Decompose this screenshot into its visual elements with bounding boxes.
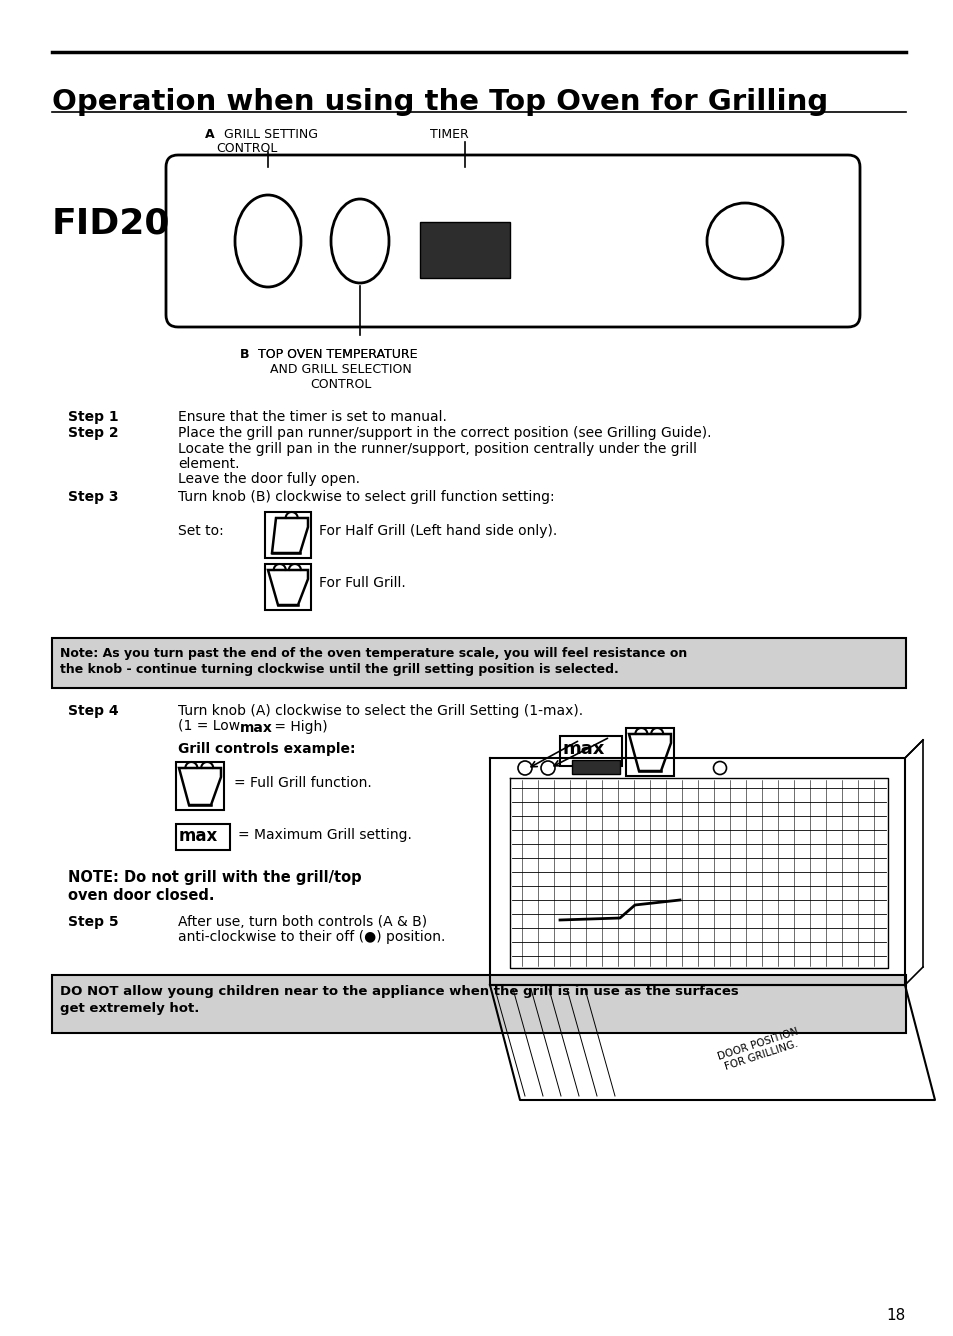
- Text: Grill controls example:: Grill controls example:: [178, 741, 355, 756]
- Text: (1 = Low,: (1 = Low,: [178, 720, 253, 733]
- Text: = Maximum Grill setting.: = Maximum Grill setting.: [237, 828, 412, 842]
- Text: TOP OVEN TEMPERATURE: TOP OVEN TEMPERATURE: [250, 347, 417, 361]
- Text: Step 2: Step 2: [68, 426, 118, 440]
- Text: After use, turn both controls (A & B): After use, turn both controls (A & B): [178, 915, 427, 929]
- Text: Leave the door fully open.: Leave the door fully open.: [178, 473, 359, 486]
- Text: element.: element.: [178, 457, 239, 472]
- Text: Operation when using the Top Oven for Grilling: Operation when using the Top Oven for Gr…: [52, 88, 827, 116]
- Polygon shape: [272, 518, 308, 553]
- Text: = High): = High): [270, 720, 327, 735]
- Bar: [625, 728, 673, 776]
- Text: FID20: FID20: [52, 207, 171, 240]
- Bar: [419, 222, 510, 278]
- Text: get extremely hot.: get extremely hot.: [60, 1002, 199, 1015]
- Text: TOP OVEN TEMPERATURE: TOP OVEN TEMPERATURE: [250, 347, 417, 361]
- Bar: [265, 512, 311, 558]
- Polygon shape: [268, 570, 308, 605]
- Text: Set to:: Set to:: [178, 524, 224, 538]
- Text: the knob - continue turning clockwise until the grill setting position is select: the knob - continue turning clockwise un…: [60, 663, 618, 676]
- Text: Place the grill pan runner/support in the correct position (see Grilling Guide).: Place the grill pan runner/support in th…: [178, 426, 711, 440]
- Bar: [559, 736, 621, 766]
- Text: DO NOT allow young children near to the appliance when the grill is in use as th: DO NOT allow young children near to the …: [60, 985, 738, 998]
- Ellipse shape: [234, 195, 301, 287]
- Text: max: max: [562, 740, 605, 758]
- Text: DOOR POSITION
FOR GRILLING.: DOOR POSITION FOR GRILLING.: [716, 1026, 802, 1073]
- Ellipse shape: [706, 203, 782, 279]
- Text: = Full Grill function.: = Full Grill function.: [233, 776, 372, 790]
- Ellipse shape: [540, 762, 555, 775]
- Bar: [52, 975, 905, 1033]
- Text: A: A: [205, 128, 214, 142]
- Text: Step 4: Step 4: [68, 704, 118, 717]
- Text: oven door closed.: oven door closed.: [68, 888, 214, 903]
- Text: anti-clockwise to their off (●) position.: anti-clockwise to their off (●) position…: [178, 930, 445, 945]
- Text: NOTE: Do not grill with the grill/top: NOTE: Do not grill with the grill/top: [68, 870, 361, 884]
- Bar: [175, 824, 230, 850]
- Bar: [175, 762, 224, 810]
- Text: For Full Grill.: For Full Grill.: [318, 576, 405, 591]
- Text: Step 5: Step 5: [68, 915, 118, 929]
- Bar: [265, 564, 311, 611]
- Text: Step 1: Step 1: [68, 410, 118, 424]
- Text: Turn knob (A) clockwise to select the Grill Setting (1-max).: Turn knob (A) clockwise to select the Gr…: [178, 704, 582, 717]
- Text: For Half Grill (Left hand side only).: For Half Grill (Left hand side only).: [318, 524, 557, 538]
- Ellipse shape: [331, 199, 389, 283]
- Text: B: B: [240, 347, 250, 361]
- Text: max: max: [179, 827, 218, 844]
- Text: Note: As you turn past the end of the oven temperature scale, you will feel resi: Note: As you turn past the end of the ov…: [60, 647, 686, 660]
- Bar: [52, 639, 905, 688]
- Ellipse shape: [517, 762, 532, 775]
- Text: Step 3: Step 3: [68, 490, 118, 504]
- Ellipse shape: [713, 762, 726, 775]
- Text: Ensure that the timer is set to manual.: Ensure that the timer is set to manual.: [178, 410, 446, 424]
- FancyBboxPatch shape: [166, 155, 859, 327]
- Polygon shape: [179, 768, 221, 806]
- Text: TIMER: TIMER: [430, 128, 468, 142]
- Text: CONTROL: CONTROL: [310, 378, 371, 391]
- Text: Locate the grill pan in the runner/support, position centrally under the grill: Locate the grill pan in the runner/suppo…: [178, 441, 697, 456]
- Text: Turn knob (B) clockwise to select grill function setting:: Turn knob (B) clockwise to select grill …: [178, 490, 554, 504]
- Text: AND GRILL SELECTION: AND GRILL SELECTION: [270, 363, 412, 375]
- Text: GRILL SETTING: GRILL SETTING: [215, 128, 317, 142]
- Text: max: max: [240, 720, 273, 735]
- Text: CONTROL: CONTROL: [215, 142, 277, 155]
- Text: 18: 18: [886, 1308, 905, 1323]
- Polygon shape: [628, 733, 670, 771]
- Bar: [572, 760, 619, 774]
